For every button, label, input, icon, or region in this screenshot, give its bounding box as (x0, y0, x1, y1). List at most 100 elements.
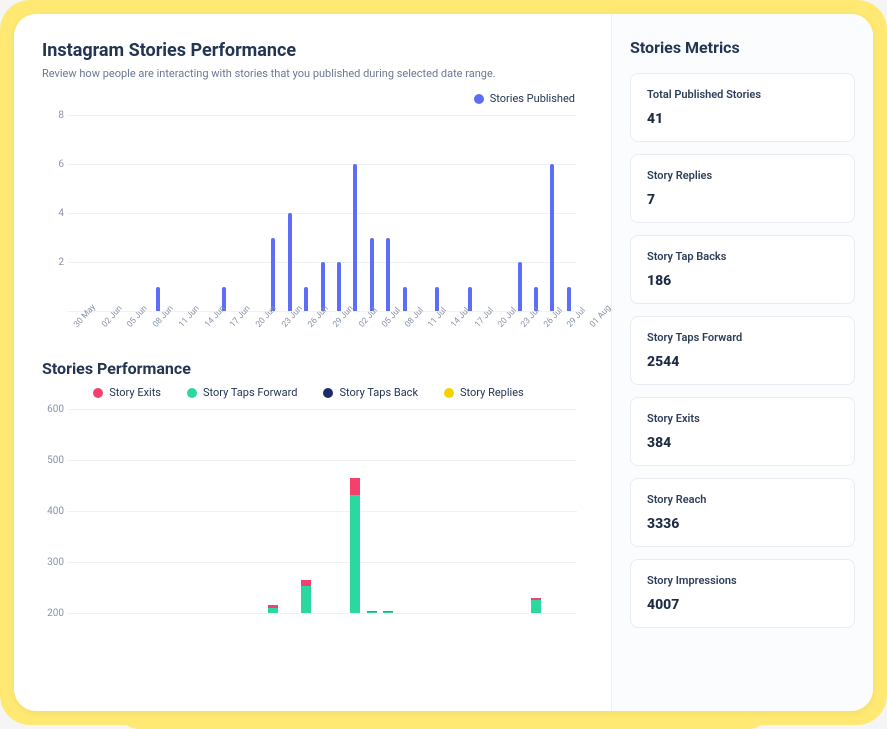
stacked-bar[interactable] (350, 447, 360, 613)
chart1-legend: Stories Published (42, 92, 583, 105)
stacked-bar[interactable] (531, 557, 541, 613)
metric-card: Story Replies7 (630, 154, 855, 223)
metric-value: 41 (647, 111, 838, 127)
metric-value: 384 (647, 435, 838, 451)
bar-slot (495, 409, 511, 613)
bar[interactable] (271, 238, 275, 312)
bar-slot (68, 115, 84, 311)
metric-value: 4007 (647, 597, 838, 613)
bar-slot (298, 115, 314, 311)
ytick-label: 6 (42, 159, 64, 170)
bar-slot (429, 409, 445, 613)
gridline: 200 (68, 613, 577, 614)
bar-slot (134, 115, 150, 311)
metric-value: 2544 (647, 354, 838, 370)
metric-label: Story Impressions (647, 574, 838, 587)
stacked-bar[interactable] (334, 605, 344, 613)
bar-slot (528, 115, 544, 311)
bar[interactable] (567, 287, 571, 312)
legend-dot (93, 388, 103, 398)
bar[interactable] (337, 262, 341, 311)
bar-slot (364, 409, 380, 613)
legend-label: Story Taps Forward (203, 386, 298, 399)
bar[interactable] (518, 262, 522, 311)
chart2-title: Stories Performance (42, 359, 583, 378)
legend-label: Story Replies (460, 386, 524, 399)
bar-slot (199, 115, 215, 311)
sidebar-title: Stories Metrics (630, 38, 855, 57)
segment-taps-forward (383, 612, 393, 613)
legend-label: Stories Published (490, 92, 575, 105)
bar-slot (347, 115, 363, 311)
bar-slot (331, 409, 347, 613)
ytick-label: 200 (42, 608, 64, 619)
stacked-bar[interactable] (383, 595, 393, 613)
stacked-bar[interactable] (301, 531, 311, 613)
bar-slot (281, 115, 297, 311)
bar-slot (249, 409, 265, 613)
metric-value: 3336 (647, 516, 838, 532)
legend-dot (474, 94, 484, 104)
page-subtitle: Review how people are interacting with s… (42, 67, 583, 80)
stories-performance-chart: Story ExitsStory Taps ForwardStory Taps … (42, 386, 583, 615)
bar[interactable] (550, 164, 554, 311)
bar-slot (446, 115, 462, 311)
bar[interactable] (370, 238, 374, 312)
legend-item: Story Taps Forward (187, 386, 298, 399)
bar-slot (150, 115, 166, 311)
xtick-label: 01 Aug (588, 303, 611, 342)
bar[interactable] (288, 213, 292, 311)
bars-container (68, 115, 577, 311)
metric-label: Story Exits (647, 412, 838, 425)
bar-slot (117, 115, 133, 311)
segment-taps-forward (301, 586, 311, 613)
metric-card: Story Taps Forward2544 (630, 316, 855, 385)
legend-item: Story Exits (93, 386, 161, 399)
bar-slot (84, 409, 100, 613)
bar-slot (462, 115, 478, 311)
stories-published-chart: Stories Published 2468 30 May02 Jun05 Ju… (42, 92, 583, 341)
bar-slot (314, 409, 330, 613)
segment-taps-forward (367, 612, 377, 613)
bar-slot (396, 409, 412, 613)
ytick-label: 4 (42, 208, 64, 219)
segment-taps-forward (268, 608, 278, 613)
bar[interactable] (403, 287, 407, 312)
bar[interactable] (304, 287, 308, 312)
bar-slot (446, 409, 462, 613)
bar[interactable] (386, 238, 390, 312)
segment-taps-forward (350, 495, 360, 613)
bar-slot (544, 115, 560, 311)
bar[interactable] (353, 164, 357, 311)
bar-slot (528, 409, 544, 613)
metric-card: Total Published Stories41 (630, 73, 855, 142)
bar-slot (150, 409, 166, 613)
stacked-bar[interactable] (268, 572, 278, 613)
bar-slot (232, 115, 248, 311)
metric-card: Story Exits 384 (630, 397, 855, 466)
bar-slot (167, 409, 183, 613)
stacked-bar[interactable] (367, 593, 377, 613)
bar-slot (84, 115, 100, 311)
bar-slot (413, 409, 429, 613)
legend-dot (323, 388, 333, 398)
ytick-label: 400 (42, 506, 64, 517)
bar-slot (265, 409, 281, 613)
bar-slot (281, 409, 297, 613)
bar-slot (68, 409, 84, 613)
bar-slot (117, 409, 133, 613)
bar-slot (429, 115, 445, 311)
bar[interactable] (156, 287, 160, 312)
bar-slot (462, 409, 478, 613)
metrics-sidebar: Stories Metrics Total Published Stories4… (611, 14, 873, 711)
bar-slot (331, 115, 347, 311)
bar-slot (314, 115, 330, 311)
bar-slot (413, 115, 429, 311)
dashboard-card: Instagram Stories Performance Review how… (14, 14, 873, 711)
chart1-area: 2468 30 May02 Jun05 Jun08 Jun11 Jun14 Ju… (42, 111, 583, 341)
bar-slot (298, 409, 314, 613)
chart2-area: 200300400500600 (42, 405, 583, 615)
bar-slot (183, 115, 199, 311)
metric-label: Story Reach (647, 493, 838, 506)
bar[interactable] (468, 287, 472, 312)
